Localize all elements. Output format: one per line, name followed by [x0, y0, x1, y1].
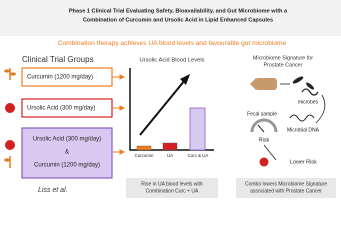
caption: Combo lowers Microbiome Signature [245, 181, 327, 187]
combo-label: & [65, 150, 69, 156]
microbiome-label: Fecal sample [247, 111, 277, 117]
title-line: Combination of Curcumin and Ursolic Acid… [83, 17, 273, 23]
combo-label: Curcumin (1200 mg/day) [34, 163, 100, 169]
bar [162, 142, 178, 151]
subtitle: Combination therapy achieves UA blood le… [58, 40, 287, 47]
bar-label: Curcumin [135, 153, 154, 158]
apple-icon [5, 103, 15, 113]
citation: Liss et al. [38, 187, 68, 194]
dna-icon [289, 114, 315, 122]
bar [136, 145, 152, 151]
apple-icon [259, 157, 269, 167]
combo-label: Ursolic Acid (300 mg/day) [33, 137, 101, 143]
microbiome-label: Lower Risk [290, 159, 317, 165]
microbiome-label: Risk [259, 137, 270, 143]
graphical-abstract: Phase 1 Clinical Trial Evaluating Safety… [0, 0, 341, 198]
caption: Rise in UA blood levels with [141, 181, 203, 187]
trend-arrowhead [180, 74, 190, 85]
gauge-needle [257, 124, 265, 133]
combo-icons [4, 140, 15, 168]
combo-box [21, 127, 113, 179]
header-band [0, 0, 341, 36]
microbe-icons [292, 76, 319, 96]
arrows [112, 74, 126, 155]
caption-box [126, 178, 218, 198]
microbiome-title: Prostate Cancer [264, 62, 303, 68]
blood-title: Ursolic Acid Blood Levels [139, 58, 204, 64]
groups-title: Clinical Trial Groups [22, 55, 94, 64]
caption: associated with Prostate Cancer [250, 188, 322, 194]
caption: Combination Curc + UA [146, 188, 199, 194]
risk-gauge [250, 118, 278, 133]
flow-arrow [263, 144, 277, 161]
fecal-icon [250, 78, 277, 90]
group-label: Ursolic Acid (300 mg/day) [27, 106, 95, 112]
trend-arrow [139, 79, 186, 136]
microbiome-title: Microbiome Signature for [253, 55, 313, 61]
bar-label: UA [167, 153, 173, 158]
axes [129, 68, 214, 151]
bar-label: Curc & UA [188, 153, 209, 158]
flow-arrow [315, 94, 326, 124]
microbiome-label: Microbial DNA [287, 127, 320, 133]
microbiome-label: microbes [298, 99, 319, 105]
caption-box [236, 178, 336, 198]
bar [189, 107, 206, 151]
plant-icon [4, 68, 16, 80]
title-line: Phase 1 Clinical Trial Evaluating Safety… [69, 8, 288, 14]
group-label: Curcumin (1200 mg/day) [27, 75, 93, 81]
